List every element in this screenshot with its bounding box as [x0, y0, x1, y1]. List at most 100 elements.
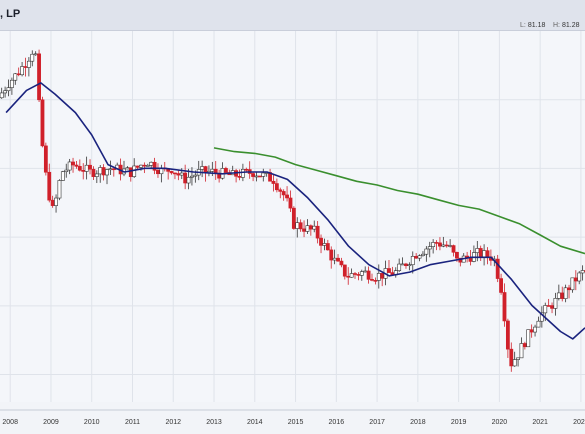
candle-up	[482, 250, 487, 258]
candle-up	[424, 248, 429, 255]
x-tick-label: 2011	[125, 419, 140, 426]
candle-up	[13, 73, 18, 81]
candle-down	[560, 292, 565, 299]
candle-up	[475, 248, 480, 253]
candle-down	[346, 275, 351, 278]
candle-down	[274, 183, 279, 191]
candle-down	[529, 329, 534, 333]
candle-down	[353, 273, 357, 275]
candle-up	[57, 180, 62, 199]
moving-average-short-line	[5, 82, 585, 340]
candle-down	[288, 197, 293, 209]
candle-down	[156, 170, 160, 175]
x-tick-label: 2017	[369, 419, 385, 426]
candle-up	[98, 167, 103, 175]
x-tick-label: 2013	[206, 419, 222, 426]
last-price-readout: L: 81.18	[520, 22, 545, 29]
candle-down	[173, 172, 177, 175]
candle-up	[261, 172, 266, 177]
candle-down	[271, 180, 276, 184]
candle-down	[278, 189, 283, 192]
candle-down	[81, 169, 86, 172]
candle-up	[145, 165, 150, 167]
candle-down	[336, 257, 340, 262]
candle-up	[60, 171, 65, 181]
x-tick-label: 2016	[329, 419, 345, 426]
candle-down	[505, 320, 510, 350]
candle-down	[451, 245, 456, 253]
candle-down	[339, 260, 344, 266]
candle-up	[139, 164, 143, 168]
candle-up	[190, 175, 194, 178]
candle-down	[23, 66, 28, 68]
candle-up	[200, 166, 205, 170]
candle-up	[359, 271, 364, 276]
candle-up	[9, 79, 14, 88]
high-value: 81.28	[562, 22, 580, 29]
candle-up	[526, 329, 531, 348]
candle-up	[363, 270, 368, 273]
candle-down	[380, 273, 385, 279]
candle-down	[285, 194, 289, 199]
candle-up	[533, 326, 537, 333]
candle-down	[438, 242, 442, 247]
candle-down	[356, 274, 361, 276]
candle-up	[543, 305, 548, 314]
candle-down	[244, 168, 249, 171]
candle-up	[580, 270, 585, 274]
candle-down	[499, 278, 503, 293]
candle-down	[315, 225, 320, 239]
candle-down	[325, 243, 330, 251]
candle-up	[563, 287, 568, 299]
candle-down	[329, 249, 334, 261]
candle-up	[512, 359, 517, 367]
candle-up	[125, 167, 130, 170]
candle-down	[74, 164, 79, 167]
candle-down	[546, 305, 551, 307]
high-key: H:	[553, 22, 560, 29]
candle-down	[37, 53, 41, 101]
x-tick-label: 2018	[410, 419, 426, 426]
candle-up	[427, 246, 432, 250]
x-tick-label: 2015	[288, 419, 304, 426]
candle-up	[186, 176, 191, 184]
candle-down	[308, 225, 313, 230]
candle-up	[577, 272, 582, 282]
candle-down	[342, 264, 347, 277]
candle-up	[6, 87, 11, 92]
candle-down	[478, 248, 483, 258]
candle-down	[77, 166, 82, 171]
candle-up	[149, 161, 154, 166]
candle-up	[30, 53, 35, 62]
candle-down	[502, 292, 507, 322]
candle-down	[387, 268, 391, 273]
candle-up	[349, 273, 354, 278]
candle-up	[193, 174, 198, 177]
candle-down	[291, 207, 296, 229]
candle-down	[135, 165, 140, 168]
candle-down	[319, 237, 323, 246]
candle-up	[20, 66, 24, 76]
candle-down	[573, 277, 578, 282]
candle-up	[67, 161, 72, 171]
candle-up	[410, 256, 415, 266]
candle-down	[522, 343, 527, 348]
candle-up	[64, 169, 69, 173]
candle-down	[169, 171, 174, 174]
candle-down	[366, 270, 371, 280]
candle-down	[485, 250, 490, 258]
candle-up	[33, 53, 38, 56]
candle-down	[111, 168, 116, 171]
candle-down	[509, 348, 514, 367]
candle-down	[237, 176, 242, 178]
candle-down	[128, 167, 133, 177]
candle-up	[417, 255, 422, 259]
candle-up	[376, 273, 381, 281]
candle-up	[26, 60, 31, 68]
candle-up	[132, 165, 137, 177]
candle-up	[254, 175, 259, 178]
candle-up	[322, 243, 327, 246]
candle-down	[91, 168, 96, 177]
